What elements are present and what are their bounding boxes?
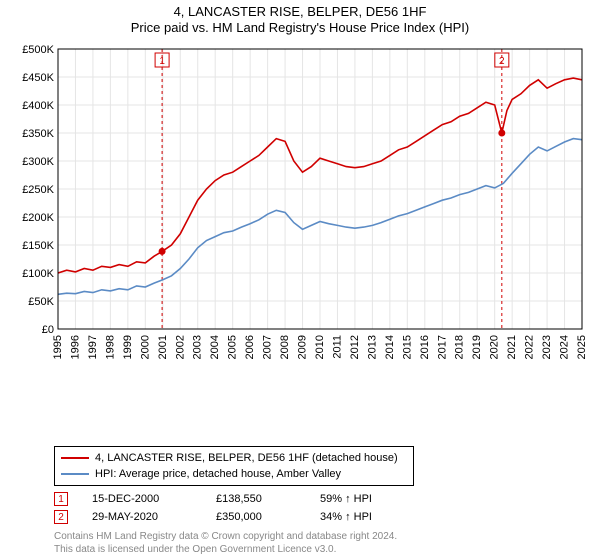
svg-text:1996: 1996 (69, 335, 81, 359)
sale-price: £138,550 (216, 493, 296, 505)
svg-text:2004: 2004 (209, 335, 221, 359)
svg-text:1997: 1997 (87, 335, 99, 359)
svg-text:2015: 2015 (401, 335, 413, 359)
svg-text:1998: 1998 (104, 335, 116, 359)
svg-text:£400K: £400K (22, 100, 54, 112)
title-sub: Price paid vs. HM Land Registry's House … (10, 20, 590, 35)
svg-text:2011: 2011 (331, 335, 343, 359)
svg-text:£100K: £100K (22, 268, 54, 280)
svg-text:£300K: £300K (22, 156, 54, 168)
svg-text:2020: 2020 (489, 335, 501, 359)
svg-text:£0: £0 (42, 324, 54, 336)
svg-text:2022: 2022 (524, 335, 536, 359)
sale-pct: 34% ↑ HPI (320, 511, 372, 523)
sales-block: 1 15-DEC-2000 £138,550 59% ↑ HPI 2 29-MAY-202… (54, 492, 590, 528)
svg-text:2002: 2002 (174, 335, 186, 359)
sale-row: 1 15-DEC-2000 £138,550 59% ↑ HPI (54, 492, 590, 506)
legend-swatch (61, 473, 89, 475)
sale-row: 2 29-MAY-2020 £350,000 34% ↑ HPI (54, 510, 590, 524)
svg-text:2012: 2012 (349, 335, 361, 359)
svg-text:£50K: £50K (28, 296, 54, 308)
titles-block: 4, LANCASTER RISE, BELPER, DE56 1HF Pric… (10, 4, 590, 35)
svg-text:2000: 2000 (139, 335, 151, 359)
svg-text:2016: 2016 (419, 335, 431, 359)
svg-text:2014: 2014 (384, 335, 396, 359)
svg-text:£200K: £200K (22, 212, 54, 224)
attribution: Contains HM Land Registry data © Crown c… (54, 530, 590, 556)
sale-marker: 1 (54, 492, 68, 506)
svg-text:2017: 2017 (436, 335, 448, 359)
legend-item: HPI: Average price, detached house, Ambe… (61, 466, 407, 482)
legend-label: HPI: Average price, detached house, Ambe… (95, 466, 341, 482)
svg-text:2009: 2009 (297, 335, 309, 359)
price-chart: £0 £50K £100K £150K £200K £250K £300K £350K £400… (10, 41, 590, 371)
svg-text:2007: 2007 (262, 335, 274, 359)
svg-text:£250K: £250K (22, 184, 54, 196)
svg-text:2021: 2021 (506, 335, 518, 359)
svg-text:2013: 2013 (366, 335, 378, 359)
svg-text:£150K: £150K (22, 240, 54, 252)
svg-text:2001: 2001 (157, 335, 169, 359)
svg-text:£500K: £500K (22, 44, 54, 56)
svg-text:1: 1 (159, 56, 165, 67)
svg-text:2005: 2005 (227, 335, 239, 359)
legend-item: 4, LANCASTER RISE, BELPER, DE56 1HF (det… (61, 450, 407, 466)
svg-text:£350K: £350K (22, 128, 54, 140)
svg-text:2024: 2024 (559, 335, 571, 359)
svg-text:2: 2 (499, 56, 505, 67)
svg-text:£450K: £450K (22, 72, 54, 84)
legend-label: 4, LANCASTER RISE, BELPER, DE56 1HF (det… (95, 450, 398, 466)
svg-text:2018: 2018 (454, 335, 466, 359)
legend-swatch (61, 457, 89, 459)
attribution-line-2: This data is licensed under the Open Gov… (54, 543, 590, 556)
sale-marker: 2 (54, 510, 68, 524)
svg-text:2003: 2003 (192, 335, 204, 359)
svg-text:2008: 2008 (279, 335, 291, 359)
svg-text:2025: 2025 (576, 335, 588, 359)
svg-text:2006: 2006 (244, 335, 256, 359)
sale-date: 15-DEC-2000 (92, 493, 192, 505)
svg-text:1999: 1999 (122, 335, 134, 359)
svg-text:2019: 2019 (471, 335, 483, 359)
attribution-line-1: Contains HM Land Registry data © Crown c… (54, 530, 590, 543)
svg-text:2023: 2023 (541, 335, 553, 359)
title-main: 4, LANCASTER RISE, BELPER, DE56 1HF (10, 4, 590, 19)
chart-area: £0 £50K £100K £150K £200K £250K £300K £350K £400… (10, 41, 590, 442)
sale-pct: 59% ↑ HPI (320, 493, 372, 505)
sale-date: 29-MAY-2020 (92, 511, 192, 523)
sale-price: £350,000 (216, 511, 296, 523)
chart-container: 4, LANCASTER RISE, BELPER, DE56 1HF Pric… (0, 0, 600, 560)
svg-text:2010: 2010 (314, 335, 326, 359)
legend-box: 4, LANCASTER RISE, BELPER, DE56 1HF (det… (54, 446, 414, 486)
svg-text:1995: 1995 (52, 335, 64, 359)
